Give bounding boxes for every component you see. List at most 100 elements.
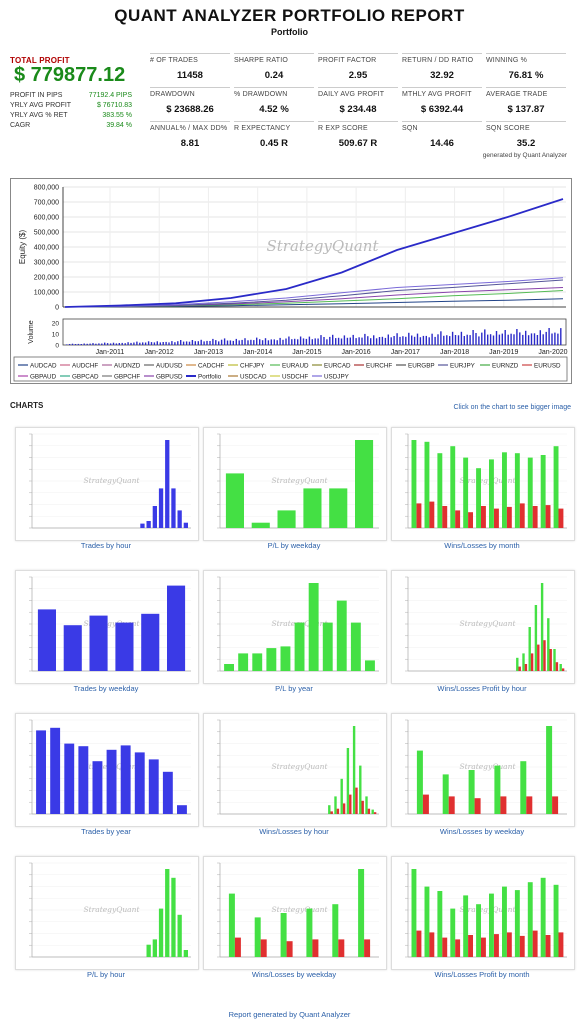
footer-link[interactable]: Report generated by Quant Analyzer <box>228 1010 351 1019</box>
thumbnail-chart[interactable]: StrategyQuant <box>204 857 386 969</box>
thumbnail-caption[interactable]: P/L by weekday <box>267 541 321 550</box>
volume-bar <box>393 336 395 345</box>
volume-bar <box>127 342 129 345</box>
thumbnail-caption[interactable]: Trades by year <box>81 827 131 836</box>
thumbnail-chart[interactable]: StrategyQuant <box>16 428 198 540</box>
thumbnail-chart[interactable]: StrategyQuant <box>392 714 574 826</box>
thumb-loss-bar <box>455 510 461 528</box>
volume-bar <box>422 335 425 345</box>
volume-bar <box>215 340 217 345</box>
chart-thumbnail[interactable]: StrategyQuant <box>203 856 387 970</box>
volume-bar <box>147 341 150 345</box>
chart-thumbnail[interactable]: StrategyQuant <box>203 427 387 541</box>
volume-bar <box>475 333 477 345</box>
thumbnail-caption[interactable]: Wins/Losses by weekday <box>251 970 337 979</box>
volume-bar <box>136 341 138 345</box>
thumbnail-caption[interactable]: Wins/Losses by hour <box>259 827 329 836</box>
chart-thumbnail[interactable]: StrategyQuant <box>15 427 199 541</box>
stat-value: 0.24 <box>264 70 284 81</box>
thumb-loss-bar <box>494 934 499 957</box>
watermark: StrategyQuant <box>460 905 517 914</box>
thumb-bar <box>165 869 170 957</box>
thumb-win-bar <box>553 884 559 957</box>
thumbnail-caption[interactable]: P/L by year <box>275 684 313 693</box>
thumb-bar <box>78 746 89 814</box>
legend-label: GBPCAD <box>72 374 99 381</box>
volume-bar <box>384 337 387 345</box>
equity-chart[interactable]: 0 100,000 200,000 300,000 400,000 500,000 600,… <box>11 179 571 383</box>
volume-bar <box>226 340 229 345</box>
volume-bar <box>349 337 351 345</box>
thumb-win-bar <box>522 653 525 671</box>
equity-y-tick: 800,000 <box>34 185 59 192</box>
volume-bar <box>253 340 255 345</box>
volume-bar <box>80 344 82 345</box>
thumbnail-caption[interactable]: Wins/Losses by weekday <box>439 827 525 836</box>
thumbnail-caption[interactable]: Wins/Losses Profit by month <box>434 970 530 979</box>
stat-value: $ 6392.44 <box>420 104 464 115</box>
thumb-win-bar <box>411 869 417 957</box>
thumbnail-caption[interactable]: Wins/Losses Profit by hour <box>437 684 527 693</box>
thumbnail-chart[interactable]: StrategyQuant <box>16 571 198 683</box>
chart-thumbnail[interactable]: StrategyQuant <box>15 856 199 970</box>
thumb-loss-bar <box>558 932 564 957</box>
thumbnail-chart[interactable]: StrategyQuant <box>392 571 574 683</box>
thumb-loss-bar <box>429 932 435 957</box>
thumb-loss-bar <box>355 787 358 814</box>
volume-bar <box>139 342 141 345</box>
thumbnail-chart[interactable]: StrategyQuant <box>204 428 386 540</box>
chart-thumbnail[interactable]: StrategyQuant <box>391 570 575 684</box>
volume-bar <box>220 339 223 345</box>
thumbnail-caption[interactable]: Trades by hour <box>80 541 132 550</box>
thumb-bar <box>322 622 333 671</box>
volume-bar <box>419 337 422 345</box>
equity-y-tick: 0 <box>55 305 59 312</box>
equity-x-tick: Jan-2015 <box>292 349 321 356</box>
chart-thumbnail[interactable]: StrategyQuant <box>391 713 575 827</box>
side-stat-value: $ 76710.83 <box>96 102 132 109</box>
volume-bar <box>285 338 287 345</box>
chart-thumbnail[interactable]: StrategyQuant <box>203 570 387 684</box>
volume-bar <box>89 343 91 345</box>
thumbnail-chart[interactable]: StrategyQuant <box>204 571 386 683</box>
thumbnail-chart[interactable]: StrategyQuant <box>16 857 198 969</box>
chart-thumbnail[interactable]: StrategyQuant <box>391 427 575 541</box>
volume-bar <box>115 343 118 345</box>
total-profit-label: TOTAL PROFIT <box>10 56 70 65</box>
volume-bar <box>153 342 156 345</box>
volume-bar <box>343 335 346 345</box>
volume-bar <box>259 339 261 345</box>
thumb-bar <box>158 488 164 528</box>
volume-y-tick: 0 <box>55 343 59 350</box>
chart-thumbnail[interactable]: StrategyQuant <box>391 856 575 970</box>
stat-value: $ 23688.26 <box>166 104 214 115</box>
thumbnail-caption[interactable]: Wins/Losses by month <box>444 541 520 550</box>
thumbnail-chart[interactable]: StrategyQuant <box>16 714 198 826</box>
volume-bar <box>317 338 319 345</box>
volume-y-tick: 20 <box>52 321 60 328</box>
thumb-loss-bar <box>429 501 435 528</box>
side-stat-value: 77192.4 PIPS <box>88 92 132 99</box>
thumb-loss-bar <box>312 939 319 957</box>
volume-bar <box>387 334 389 345</box>
volume-bar <box>539 330 541 345</box>
thumbnail-chart[interactable]: StrategyQuant <box>392 428 574 540</box>
thumb-win-bar <box>450 908 456 957</box>
volume-bar <box>223 338 226 345</box>
volume-bar <box>250 339 252 345</box>
equity-chart-panel[interactable]: 0 100,000 200,000 300,000 400,000 500,000 600,… <box>10 178 572 384</box>
volume-bar <box>530 333 533 345</box>
chart-thumbnail[interactable]: StrategyQuant <box>15 570 199 684</box>
thumbnail-caption[interactable]: Trades by weekday <box>73 684 139 693</box>
thumb-win-bar <box>547 618 550 671</box>
chart-thumbnail[interactable]: StrategyQuant <box>15 713 199 827</box>
thumbnail-caption[interactable]: P/L by hour <box>86 970 126 979</box>
volume-bar <box>469 335 471 345</box>
thumbnail-chart[interactable]: StrategyQuant <box>204 714 386 826</box>
volume-bar <box>370 338 372 345</box>
volume-bar <box>533 333 536 345</box>
thumb-bar <box>36 730 46 814</box>
thumbnail-chart[interactable]: StrategyQuant <box>392 857 574 969</box>
chart-thumbnail[interactable]: StrategyQuant <box>203 713 387 827</box>
thumb-win-bar <box>346 748 350 814</box>
